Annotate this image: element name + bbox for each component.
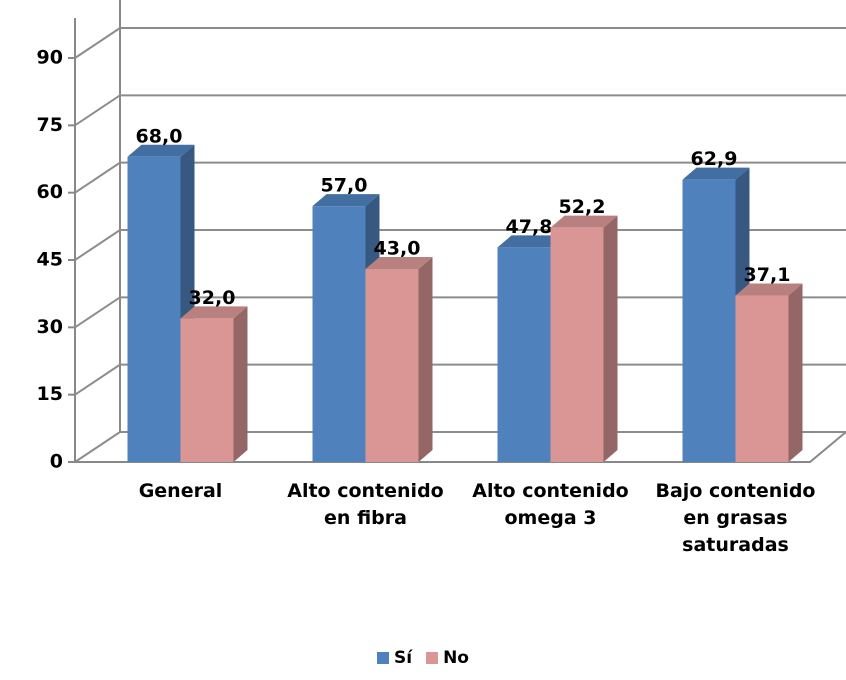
bar-front	[312, 206, 366, 462]
legend: Sí No	[0, 648, 846, 668]
bar-side	[603, 215, 618, 462]
bar	[550, 215, 618, 462]
value-label: 47,8	[506, 216, 553, 238]
bar	[365, 256, 433, 462]
bar-front	[497, 247, 551, 462]
value-label: 52,2	[559, 196, 606, 218]
bar-front	[735, 295, 789, 462]
bar-side	[418, 256, 433, 462]
legend-swatch	[426, 652, 439, 664]
y-tick-label: 15	[37, 383, 63, 405]
value-label: 43,0	[374, 237, 421, 259]
bar-side	[788, 283, 803, 462]
bar-top	[497, 235, 565, 248]
bar-front	[127, 156, 181, 462]
value-label: 62,9	[691, 148, 738, 170]
bar-top	[550, 215, 618, 228]
x-tick-label: Alto contenido en fibra	[287, 480, 444, 529]
y-tick-label: 45	[37, 249, 63, 271]
y-tick-label: 60	[37, 181, 63, 203]
legend-label: Sí	[394, 648, 413, 668]
y-tick-label: 30	[37, 316, 63, 338]
x-tick-label: General	[138, 480, 223, 502]
legend-item: No	[426, 648, 469, 668]
y-tick-label: 90	[37, 47, 63, 69]
value-label: 37,1	[744, 264, 791, 286]
bar-top	[365, 256, 433, 269]
value-label: 57,0	[321, 175, 368, 197]
bar-top	[682, 167, 750, 180]
bar-front	[180, 318, 234, 462]
bar	[735, 283, 803, 462]
bar-front	[365, 268, 419, 462]
bar-front	[682, 179, 736, 462]
x-tick-label: Bajo contenido en grasas saturadas	[655, 480, 816, 556]
bar-top	[127, 144, 195, 157]
bar-front	[550, 227, 604, 462]
x-tick-label: Alto contenido omega 3	[472, 480, 629, 529]
bar-top	[312, 194, 380, 207]
grid-line	[74, 94, 846, 127]
bar-top	[735, 283, 803, 296]
legend-item: Sí	[377, 648, 412, 668]
grid-line	[74, 27, 846, 59]
bar	[180, 306, 248, 462]
bar-side	[233, 306, 248, 462]
legend-swatch	[377, 652, 389, 664]
value-label: 68,0	[136, 125, 183, 147]
y-tick-label: 75	[37, 114, 63, 136]
grid-line	[74, 161, 846, 194]
legend-label: No	[443, 648, 469, 668]
bar-top	[180, 306, 248, 319]
value-label: 32,0	[189, 287, 236, 309]
y-tick-label: 0	[50, 451, 63, 473]
